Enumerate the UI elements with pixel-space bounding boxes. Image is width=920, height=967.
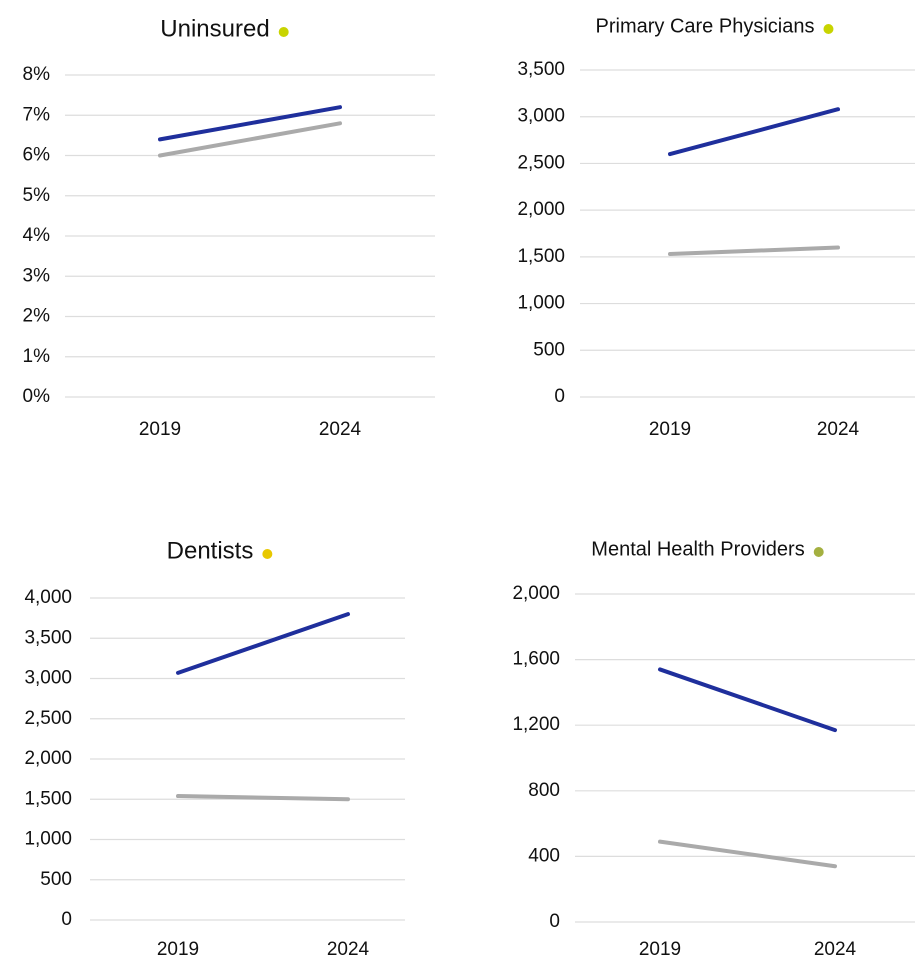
x-tick-label: 2024 xyxy=(327,939,370,960)
y-tick-label: 2,000 xyxy=(512,583,560,604)
y-tick-label: 4,000 xyxy=(24,587,72,608)
y-tick-label: 500 xyxy=(533,339,565,360)
y-tick-label: 3,500 xyxy=(517,59,565,80)
y-tick-label: 2,500 xyxy=(24,708,72,729)
title-dot xyxy=(262,549,273,559)
y-tick-label: 0 xyxy=(549,911,560,932)
x-tick-label: 2019 xyxy=(139,419,181,440)
y-tick-label: 2,000 xyxy=(517,199,565,220)
chart-title: Mental Health Providers xyxy=(591,538,804,560)
x-tick-label: 2019 xyxy=(639,939,681,960)
series-line xyxy=(658,839,837,869)
chart-title: Uninsured xyxy=(160,15,269,42)
x-tick-label: 2024 xyxy=(319,419,362,440)
y-tick-label: 0 xyxy=(554,386,565,407)
y-tick-label: 1,200 xyxy=(512,714,560,735)
y-tick-label: 2% xyxy=(23,306,51,327)
series-line xyxy=(176,794,350,802)
y-tick-label: 500 xyxy=(40,869,72,890)
series-line xyxy=(668,245,840,257)
x-tick-label: 2019 xyxy=(157,939,199,960)
y-tick-label: 1% xyxy=(23,346,51,367)
y-tick-label: 400 xyxy=(528,845,560,866)
series-line xyxy=(668,107,840,157)
y-tick-label: 2,000 xyxy=(24,748,72,769)
series-line xyxy=(158,121,342,158)
y-tick-label: 6% xyxy=(23,145,51,166)
x-tick-label: 2019 xyxy=(649,419,691,440)
series-line xyxy=(658,667,837,733)
chart-title: Dentists xyxy=(167,537,254,564)
x-tick-label: 2024 xyxy=(814,939,857,960)
y-tick-label: 800 xyxy=(528,780,560,801)
title-dot xyxy=(823,24,834,34)
chart-title: Primary Care Physicians xyxy=(596,15,815,37)
y-tick-label: 1,000 xyxy=(517,293,565,314)
y-tick-label: 1,600 xyxy=(512,649,560,670)
y-tick-label: 1,000 xyxy=(24,829,72,850)
y-tick-label: 3,000 xyxy=(24,668,72,689)
y-tick-label: 7% xyxy=(23,104,51,125)
y-tick-label: 5% xyxy=(23,185,51,206)
x-tick-label: 2024 xyxy=(817,419,860,440)
y-tick-label: 3,500 xyxy=(24,627,72,648)
title-dot xyxy=(278,27,289,37)
y-tick-label: 1,500 xyxy=(517,246,565,267)
y-tick-label: 0% xyxy=(23,386,51,407)
series-line xyxy=(158,105,342,142)
y-tick-label: 8% xyxy=(23,64,51,85)
y-tick-label: 3% xyxy=(23,265,51,286)
y-tick-label: 4% xyxy=(23,225,51,246)
series-line xyxy=(176,612,350,675)
y-tick-label: 2,500 xyxy=(517,152,565,173)
y-tick-label: 0 xyxy=(61,909,72,930)
y-tick-label: 3,000 xyxy=(517,106,565,127)
title-dot xyxy=(813,547,824,557)
y-tick-label: 1,500 xyxy=(24,788,72,809)
